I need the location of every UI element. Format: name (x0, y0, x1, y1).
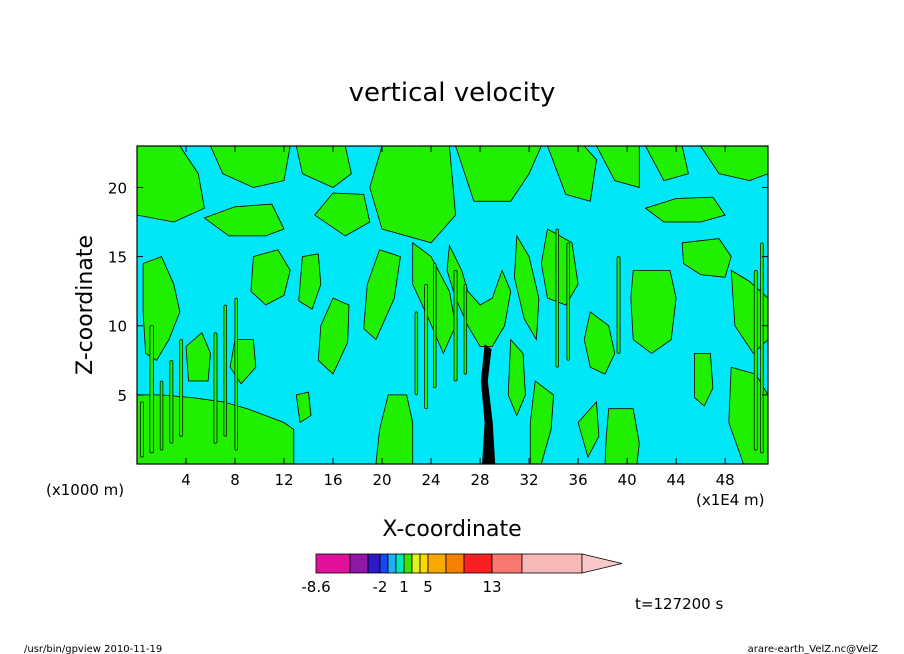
field-strip-positive (760, 242, 764, 454)
colorbar-swatch (387, 553, 397, 574)
colorbar-tick-label: 5 (423, 578, 433, 596)
field-region-positive (250, 249, 291, 306)
field-region-positive (513, 234, 540, 341)
field-strip-positive (414, 311, 419, 396)
colorbar-swatch (463, 553, 493, 574)
field-region-positive (298, 253, 322, 310)
field-region-positive (295, 391, 312, 424)
y-axis: 5 10 15 20 (108, 179, 768, 405)
colorbar-tick-label: 13 (482, 578, 501, 596)
colorbar-swatch (403, 553, 413, 574)
colorbar-swatch (367, 553, 381, 574)
field-region-positive (363, 249, 401, 341)
colorbar-swatch (315, 553, 351, 574)
colorbar-swatch (349, 553, 369, 574)
field-strip-positive (555, 228, 559, 368)
x-tick-label: 12 (274, 471, 293, 489)
field-strip-positive (159, 380, 164, 451)
x-tick-label: 32 (520, 471, 539, 489)
field-region-positive (630, 269, 677, 354)
x-tick-label: 44 (667, 471, 686, 489)
x-tick-label: 16 (323, 471, 342, 489)
field-region-positive (317, 297, 350, 375)
colorbar-swatch (521, 553, 583, 574)
field-region-positive (507, 338, 526, 417)
y-tick-label: 20 (108, 179, 127, 197)
y-tick-label: 10 (108, 318, 127, 336)
x-tick-label: 4 (181, 471, 191, 489)
field-strip-positive (213, 332, 218, 444)
field-strip-positive (433, 263, 437, 389)
field-region-positive (369, 145, 457, 244)
field-strip-positive (616, 256, 621, 354)
field-region-positive (583, 311, 616, 375)
field-strip-positive (453, 270, 458, 382)
field-region-positive (577, 400, 600, 459)
field-region-positive (185, 332, 211, 382)
y-tick-label: 15 (108, 249, 127, 267)
footer-left: /usr/bin/gpview 2010-11-19 (24, 644, 162, 654)
field-region-positive (604, 408, 640, 465)
colorbar-tick-label: 1 (399, 578, 409, 596)
x-tick-label: 28 (471, 471, 490, 489)
colorbar-extend-arrow (581, 553, 623, 574)
colorbar-swatch (379, 553, 389, 574)
field-strip-positive (566, 242, 570, 361)
x-tick-label: 8 (230, 471, 240, 489)
field-strip-positive (463, 283, 468, 375)
field-strip-positive (140, 401, 144, 458)
chart-title: vertical velocity (349, 78, 556, 108)
velocity-field (136, 145, 769, 465)
colorbar-swatch (445, 553, 465, 574)
x-tick-label: 20 (373, 471, 392, 489)
x-tick-label: 36 (569, 471, 588, 489)
colorbar-tick-label: -2 (373, 578, 388, 596)
field-region-positive (644, 196, 726, 223)
field-strip-positive (179, 339, 184, 437)
field-region-positive (203, 203, 285, 237)
colorbar-tick-label: -8.6 (301, 578, 330, 596)
colorbar-swatch (411, 553, 421, 574)
colorbar-swatch (427, 553, 447, 574)
field-region-positive (446, 244, 512, 347)
field-region-positive (694, 352, 714, 407)
field-region-positive (314, 192, 371, 237)
field-strip-positive (223, 304, 227, 437)
field-strip-positive (169, 359, 174, 444)
y-tick-label: 5 (117, 387, 127, 405)
field-strip-positive (149, 325, 154, 454)
y-axis-title: Z-coordinate (73, 235, 98, 375)
colorbar-swatch (419, 553, 429, 574)
timestamp: t=127200 s (635, 595, 723, 613)
field-strip-positive (424, 283, 429, 410)
field-strip-positive (753, 270, 758, 451)
plot-frame (136, 145, 769, 465)
x-unit-right: (x1E4 m) (696, 491, 765, 509)
x-axis-title: X-coordinate (382, 517, 521, 542)
colorbar: -8.6 -2 1 5 13 (301, 553, 623, 596)
x-unit-left: (x1000 m) (46, 481, 124, 499)
x-tick-label: 48 (716, 471, 735, 489)
colorbar-swatch (395, 553, 405, 574)
footer-right: arare-earth_VelZ.nc@VelZ (748, 644, 879, 654)
x-axis: 4 8 12 16 20 24 28 32 36 40 44 48 (181, 146, 735, 489)
field-strip-positive (234, 297, 238, 451)
x-tick-label: 40 (618, 471, 637, 489)
x-tick-label: 24 (422, 471, 441, 489)
colorbar-swatch (491, 553, 523, 574)
field-region-positive (681, 238, 732, 278)
